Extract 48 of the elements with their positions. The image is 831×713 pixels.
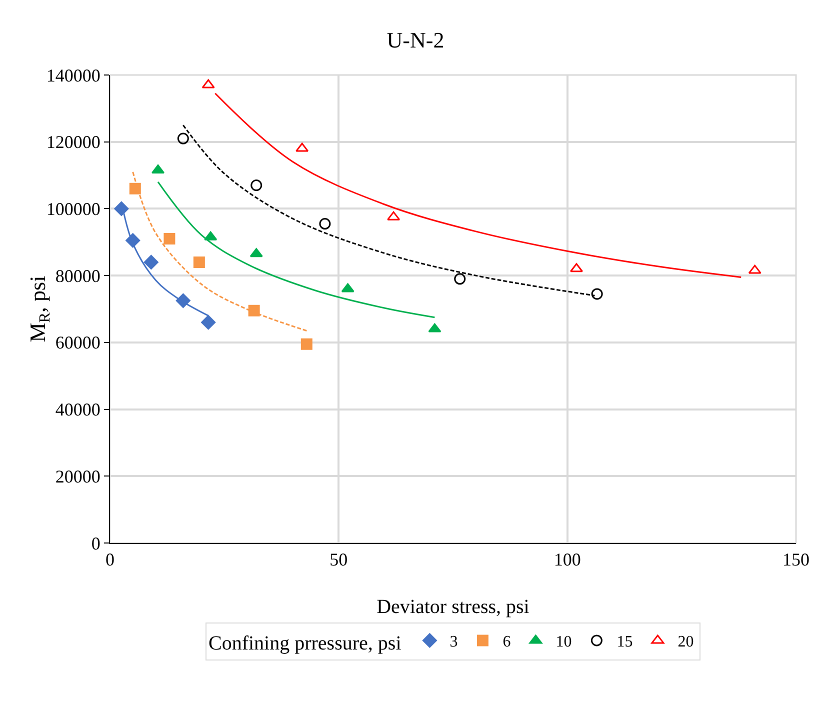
y-tick-label: 140000: [46, 65, 100, 86]
point: [250, 248, 263, 258]
point: [250, 180, 262, 192]
point: [126, 233, 140, 248]
y-tick-label: 120000: [46, 132, 100, 152]
point: [300, 338, 312, 350]
point: [319, 218, 331, 230]
point: [591, 288, 603, 300]
point: [177, 132, 189, 144]
point: [748, 264, 762, 274]
legend-label: 20: [678, 634, 694, 651]
legend-label: 15: [616, 634, 633, 651]
point: [428, 323, 442, 332]
chart-title: U-N-2: [386, 27, 444, 52]
line-series: [157, 181, 436, 318]
y-tick-label: 60000: [55, 332, 100, 353]
y-tick-label: 80000: [55, 266, 100, 286]
point: [114, 201, 129, 216]
point: [201, 315, 216, 330]
point: [193, 256, 205, 268]
y-tick-label: 20000: [55, 466, 100, 486]
point: [129, 182, 141, 194]
x-tick-label: 50: [330, 550, 348, 570]
point: [296, 142, 309, 152]
point: [570, 263, 583, 272]
point: [204, 231, 218, 240]
line-series: [132, 171, 308, 332]
y-tick-label: 0: [91, 533, 100, 554]
point: [202, 79, 215, 88]
point: [387, 211, 400, 220]
x-tick-label: 100: [554, 550, 581, 570]
y-tick-label: 40000: [55, 400, 100, 420]
point: [144, 254, 158, 270]
x-tick-label: 0: [106, 550, 114, 570]
point: [164, 233, 176, 245]
legend-label: 10: [556, 634, 572, 651]
legend-title: Confining prressure, psi: [208, 632, 402, 655]
point: [152, 164, 165, 174]
y-tick-label: 100000: [46, 199, 100, 220]
x-tick-label: 150: [782, 550, 810, 570]
x-axis-title: Deviator stress, psi: [376, 596, 530, 618]
point: [341, 283, 354, 292]
legend-label: 6: [502, 634, 511, 651]
point: [454, 273, 466, 285]
point: [176, 293, 190, 308]
line-series: [214, 92, 742, 278]
legend-label: 3: [450, 634, 458, 651]
point: [248, 304, 260, 316]
